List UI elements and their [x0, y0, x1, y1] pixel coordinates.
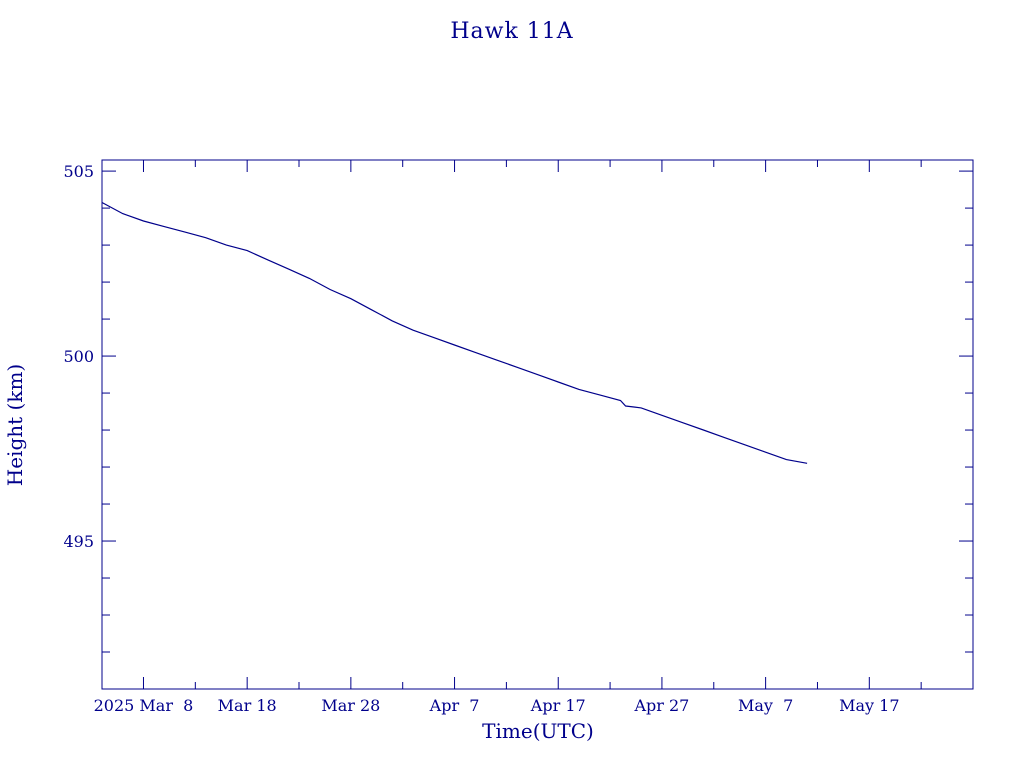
x-tick-label: 2025 Mar 8 [94, 696, 194, 715]
x-tick-label: May 7 [738, 696, 793, 715]
x-tick-label: Mar 28 [321, 696, 380, 715]
chart-title: Hawk 11A [450, 19, 573, 44]
x-tick-label: Apr 17 [530, 696, 586, 715]
tick-labels: 505 500 495 2025 Mar 8 Mar 18 Mar 28 Apr 7 Apr … [63, 162, 899, 715]
x-tick-label: Apr 7 [429, 696, 480, 715]
y-tick-label: 495 [63, 532, 94, 551]
y-tick-label: 505 [63, 162, 94, 181]
axis-ticks [102, 160, 974, 690]
x-axis-label: Time(UTC) [482, 719, 594, 743]
x-tick-label: Mar 18 [218, 696, 277, 715]
y-tick-label: 500 [63, 347, 94, 366]
x-tick-label: Apr 27 [633, 696, 689, 715]
series-line [101, 201, 808, 464]
x-tick-label: May 17 [839, 696, 899, 715]
plot-frame [101, 159, 974, 690]
y-axis-label: Height (km) [3, 364, 27, 486]
